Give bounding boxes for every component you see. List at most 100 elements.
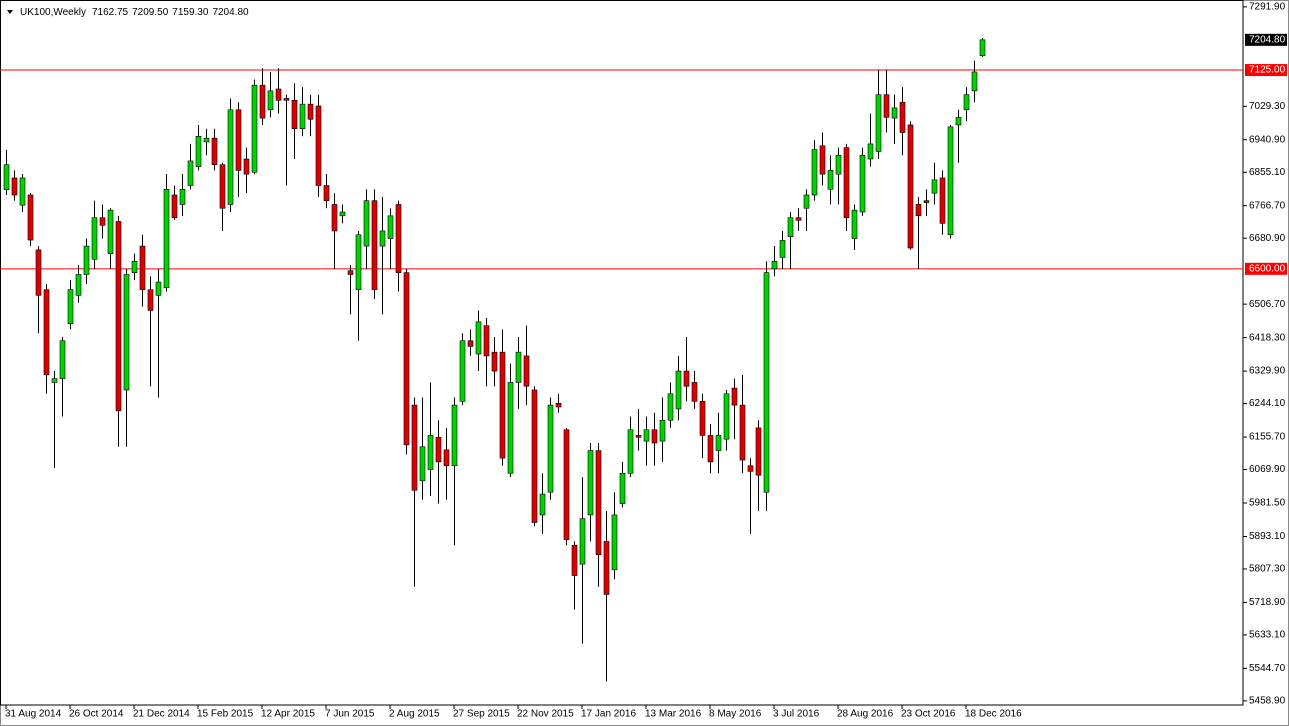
candle-body [771, 260, 778, 270]
candle-body [523, 355, 530, 387]
x-tick-label: 21 Dec 2014 [133, 709, 190, 720]
candle-body [419, 446, 426, 482]
candle-body [27, 194, 34, 241]
candle-body [899, 101, 906, 133]
candle-body [955, 117, 962, 126]
x-tick-label: 26 Oct 2014 [69, 709, 124, 720]
candle-body [499, 351, 506, 459]
candle-body [459, 340, 466, 402]
candle-body [35, 249, 42, 296]
candle-body [563, 429, 570, 540]
x-tick-label: 2 Aug 2015 [389, 709, 440, 720]
candle-body [131, 260, 138, 273]
candle-body [331, 204, 338, 232]
candle-body [819, 145, 826, 175]
y-tick-label: 6069.90 [1249, 464, 1286, 475]
candle-body [971, 71, 978, 92]
candle-body [283, 98, 290, 101]
x-tick-label: 15 Feb 2015 [197, 709, 254, 720]
candle-body [723, 393, 730, 440]
candle-body [475, 321, 482, 355]
x-tick-label: 3 Jul 2016 [773, 709, 820, 720]
candle-body [371, 200, 378, 290]
symbol-period: UK100,Weekly [20, 7, 86, 18]
candle-body [291, 100, 298, 130]
candle-body [835, 154, 842, 175]
candle-body [699, 401, 706, 436]
candle-body [211, 137, 218, 166]
candle-body [275, 88, 282, 101]
candle-body [827, 170, 834, 190]
candle-body [323, 185, 330, 201]
y-tick-label: 6418.30 [1249, 332, 1286, 343]
current-price-marker [1245, 33, 1287, 46]
y-tick-label: 5544.70 [1249, 663, 1286, 674]
candle-body [643, 429, 650, 442]
candle-body [691, 382, 698, 402]
candle-body [587, 450, 594, 516]
candle-body [627, 429, 634, 474]
candle-body [451, 404, 458, 467]
candle-body [715, 435, 722, 451]
candle-body [299, 103, 306, 130]
y-tick-label: 6680.90 [1249, 233, 1286, 244]
candle-body [179, 189, 186, 205]
y-tick-label: 5981.50 [1249, 498, 1286, 509]
x-tick-label: 18 Dec 2016 [965, 709, 1022, 720]
candle-body [307, 103, 314, 120]
y-tick-label: 6506.70 [1249, 299, 1286, 310]
candle-body [427, 435, 434, 470]
hline-marker [1245, 262, 1287, 275]
candle-body [851, 209, 858, 239]
x-tick-label: 22 Nov 2015 [517, 709, 574, 720]
candle-body [595, 450, 602, 555]
candle-body [339, 211, 346, 217]
x-tick-label: 28 Aug 2016 [837, 709, 894, 720]
candle-body [19, 177, 26, 206]
candle-body [435, 437, 442, 463]
y-tick-label: 5633.10 [1249, 630, 1286, 641]
candle-body [859, 154, 866, 213]
candle-body [195, 136, 202, 167]
candle-body [555, 402, 562, 408]
candle-body [107, 209, 114, 254]
candle-body [251, 84, 258, 173]
candle-body [979, 39, 986, 57]
candle-body [963, 94, 970, 111]
candle-body [187, 160, 194, 186]
candle-body [891, 107, 898, 119]
candle-body [571, 544, 578, 576]
y-tick-label: 6855.10 [1249, 167, 1286, 178]
candle-body [347, 270, 354, 275]
candle-body [11, 177, 18, 196]
candle-body [147, 289, 154, 311]
candle-body [803, 194, 810, 209]
candle-body [379, 230, 386, 247]
candle-body [531, 389, 538, 523]
candle-body [619, 472, 626, 504]
candle-body [43, 289, 50, 376]
candle-body [547, 404, 554, 493]
candle-body [403, 272, 410, 446]
candle-body [755, 427, 762, 476]
x-tick-label: 27 Sep 2015 [453, 709, 510, 720]
y-tick-label: 6244.10 [1249, 398, 1286, 409]
candle-body [867, 143, 874, 160]
x-tick-label: 31 Aug 2014 [5, 709, 62, 720]
candle-body [843, 147, 850, 219]
candle-body [811, 149, 818, 196]
y-tick-label: 5718.90 [1249, 597, 1286, 608]
candle-body [779, 240, 786, 258]
candle-body [219, 164, 226, 209]
y-tick-label: 5807.30 [1249, 564, 1286, 575]
candle-body [67, 289, 74, 325]
y-tick-label: 7029.30 [1249, 101, 1286, 112]
candle-body [507, 382, 514, 474]
candle-body [539, 493, 546, 516]
quote-open: 7162.75 [92, 7, 129, 18]
candle-body [659, 419, 666, 442]
chart-title: UK100,Weekly 7162.75 7209.50 7159.30 7204.80 [20, 7, 249, 18]
